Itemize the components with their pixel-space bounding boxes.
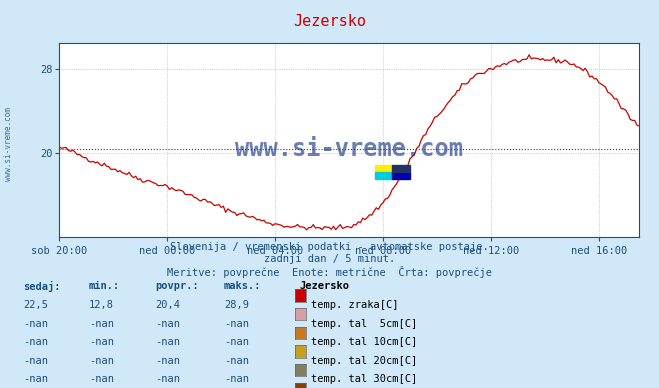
Bar (375, 172, 392, 179)
Text: 20,4: 20,4 (155, 300, 180, 310)
Text: -nan: -nan (224, 337, 249, 347)
Text: Jezersko: Jezersko (300, 281, 350, 291)
Text: -nan: -nan (23, 374, 48, 385)
Text: temp. tal  5cm[C]: temp. tal 5cm[C] (311, 319, 417, 329)
Text: temp. tal 30cm[C]: temp. tal 30cm[C] (311, 374, 417, 385)
Text: -nan: -nan (155, 374, 180, 385)
Text: 28,9: 28,9 (224, 300, 249, 310)
Text: temp. tal 20cm[C]: temp. tal 20cm[C] (311, 356, 417, 366)
Text: zadnji dan / 5 minut.: zadnji dan / 5 minut. (264, 254, 395, 264)
Text: -nan: -nan (89, 319, 114, 329)
Text: -nan: -nan (23, 356, 48, 366)
Text: -nan: -nan (89, 337, 114, 347)
Text: 12,8: 12,8 (89, 300, 114, 310)
Bar (375, 165, 392, 172)
Text: temp. zraka[C]: temp. zraka[C] (311, 300, 399, 310)
Text: -nan: -nan (23, 319, 48, 329)
Text: temp. tal 10cm[C]: temp. tal 10cm[C] (311, 337, 417, 347)
Text: maks.:: maks.: (224, 281, 262, 291)
Text: Slovenija / vremenski podatki - avtomatske postaje.: Slovenija / vremenski podatki - avtomats… (170, 242, 489, 253)
Text: -nan: -nan (224, 356, 249, 366)
Text: -nan: -nan (155, 337, 180, 347)
Text: povpr.:: povpr.: (155, 281, 198, 291)
Text: Meritve: povprečne  Enote: metrične  Črta: povprečje: Meritve: povprečne Enote: metrične Črta:… (167, 266, 492, 278)
Bar (392, 172, 410, 179)
Text: -nan: -nan (155, 356, 180, 366)
Text: -nan: -nan (224, 319, 249, 329)
Text: -nan: -nan (224, 374, 249, 385)
Text: 22,5: 22,5 (23, 300, 48, 310)
Text: -nan: -nan (155, 319, 180, 329)
Text: -nan: -nan (23, 337, 48, 347)
Text: -nan: -nan (89, 356, 114, 366)
Text: sedaj:: sedaj: (23, 281, 61, 292)
Text: min.:: min.: (89, 281, 120, 291)
Text: www.si-vreme.com: www.si-vreme.com (235, 137, 463, 161)
Text: www.si-vreme.com: www.si-vreme.com (4, 107, 13, 180)
Bar (392, 165, 410, 172)
Text: -nan: -nan (89, 374, 114, 385)
Text: Jezersko: Jezersko (293, 14, 366, 29)
